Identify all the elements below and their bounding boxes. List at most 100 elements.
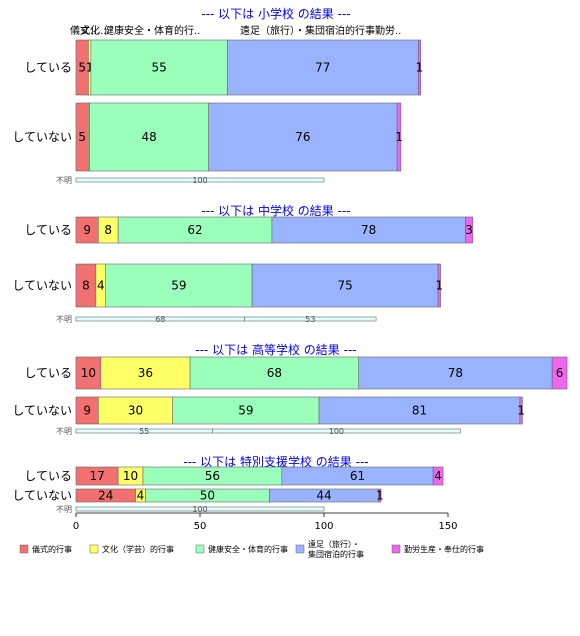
row-label: している [24, 366, 72, 380]
legend-swatch [195, 544, 205, 554]
bar-value-label: 6 [556, 366, 564, 380]
x-tick-label: 50 [194, 521, 207, 532]
panel-title: --- 以下は 特別支援学校 の結果 --- [183, 454, 368, 469]
bar-segment [100, 356, 191, 390]
legend-label: 遠足（旅行）・集団宿泊的行事 [308, 539, 364, 559]
x-tick-label: 100 [314, 521, 333, 532]
bar-segment [75, 356, 102, 390]
unknown-bar [75, 177, 325, 183]
bar-value-label: 5 [78, 61, 86, 75]
bar-segment [117, 216, 273, 244]
bar-value-label: 75 [337, 279, 352, 293]
bar-value-label: 1 [395, 130, 403, 144]
unknown-label: 不明 [56, 176, 72, 185]
bar-value-label: 55 [151, 61, 166, 75]
category-header: 文化… [80, 24, 110, 37]
bar-value-label: 8 [104, 223, 112, 237]
bar-value-label: 9 [83, 404, 91, 418]
unknown-value-label: 53 [305, 315, 315, 324]
bar-value-label: 3 [465, 223, 473, 237]
bar-segment [432, 466, 444, 486]
bar-value-label: 56 [205, 469, 220, 483]
x-tick-label: 150 [438, 521, 457, 532]
bar-value-label: 77 [315, 61, 330, 75]
bar-value-label: 4 [434, 469, 442, 483]
legend-label: 文化（学芸）的行事 [102, 544, 174, 554]
bar-value-label: 59 [171, 279, 186, 293]
bar-value-label: 50 [200, 489, 215, 503]
bar-segment [226, 39, 419, 96]
legend-label: 健康安全・体育的行事 [208, 544, 288, 554]
bar-value-label: 17 [89, 469, 104, 483]
row-label: していない [12, 489, 72, 503]
bar-value-label: 81 [412, 404, 427, 418]
bar-value-label: 59 [238, 404, 253, 418]
bar-segment [378, 488, 382, 503]
bar-value-label: 8 [82, 279, 90, 293]
bar-value-label: 1 [416, 61, 424, 75]
unknown-bar [75, 506, 325, 512]
unknown-value-label: 55 [139, 427, 149, 436]
bar-value-label: 1 [86, 61, 94, 75]
bar-value-label: 30 [128, 404, 143, 418]
category-header: 遠足（旅行）・集団宿泊的行事勤労.. [240, 24, 401, 37]
bar-value-label: 9 [83, 223, 91, 237]
unknown-bar [244, 316, 377, 322]
bar-segment [172, 396, 320, 425]
row-label: していない [12, 404, 72, 418]
unknown-label: 不明 [56, 427, 72, 436]
bar-segment [465, 216, 474, 244]
bar-value-label: 4 [97, 279, 105, 293]
bar-segment [189, 356, 360, 390]
unknown-value-label: 100 [329, 427, 344, 436]
bar-value-label: 5 [78, 130, 86, 144]
bar-value-label: 62 [187, 223, 202, 237]
bar-value-label: 68 [267, 366, 282, 380]
bar-value-label: 24 [98, 489, 113, 503]
row-label: している [24, 469, 72, 483]
legend-label: 勤労生産・奉仕的行事 [404, 544, 484, 554]
bar-segment [396, 102, 402, 172]
bar-segment [90, 39, 228, 96]
bar-segment [551, 356, 568, 390]
bar-value-label: 10 [81, 366, 96, 380]
panel-title: --- 以下は 高等学校 の結果 --- [195, 342, 356, 357]
legend-label: 儀式的行事 [32, 544, 72, 554]
bar-segment [251, 263, 439, 308]
unknown-value-label: 100 [192, 176, 207, 185]
bar-value-label: 1 [376, 489, 384, 503]
category-header: 儀式… [70, 24, 100, 37]
legend-swatch [19, 544, 29, 554]
bar-value-label: 61 [350, 469, 365, 483]
row-label: している [24, 223, 72, 237]
legend-swatch [295, 544, 305, 554]
unknown-label: 不明 [56, 505, 72, 514]
x-tick-label: 0 [73, 521, 79, 532]
bar-value-label: 1 [517, 404, 525, 418]
unknown-value-label: 68 [155, 315, 165, 324]
row-label: していない [12, 279, 72, 293]
row-label: している [24, 61, 72, 75]
legend-swatch [391, 544, 401, 554]
unknown-value-label: 100 [192, 505, 207, 514]
bar-value-label: 48 [142, 130, 157, 144]
bar-segment [358, 356, 553, 390]
bar-segment [519, 396, 523, 425]
row-label: していない [12, 130, 72, 144]
bar-value-label: 36 [138, 366, 153, 380]
bar-segment [437, 263, 441, 308]
bar-value-label: 1 [435, 279, 443, 293]
bar-segment [417, 39, 422, 96]
bar-segment [98, 396, 174, 425]
unknown-bar [212, 428, 461, 434]
bar-value-label: 44 [316, 489, 331, 503]
bar-segment [89, 102, 209, 172]
bar-value-label: 76 [295, 130, 310, 144]
panel-title: --- 以下は 小学校 の結果 --- [201, 6, 350, 21]
bar-value-label: 78 [361, 223, 376, 237]
bar-value-label: 4 [137, 489, 145, 503]
unknown-label: 不明 [56, 315, 72, 324]
bar-value-label: 10 [123, 469, 138, 483]
legend-swatch [89, 544, 99, 554]
